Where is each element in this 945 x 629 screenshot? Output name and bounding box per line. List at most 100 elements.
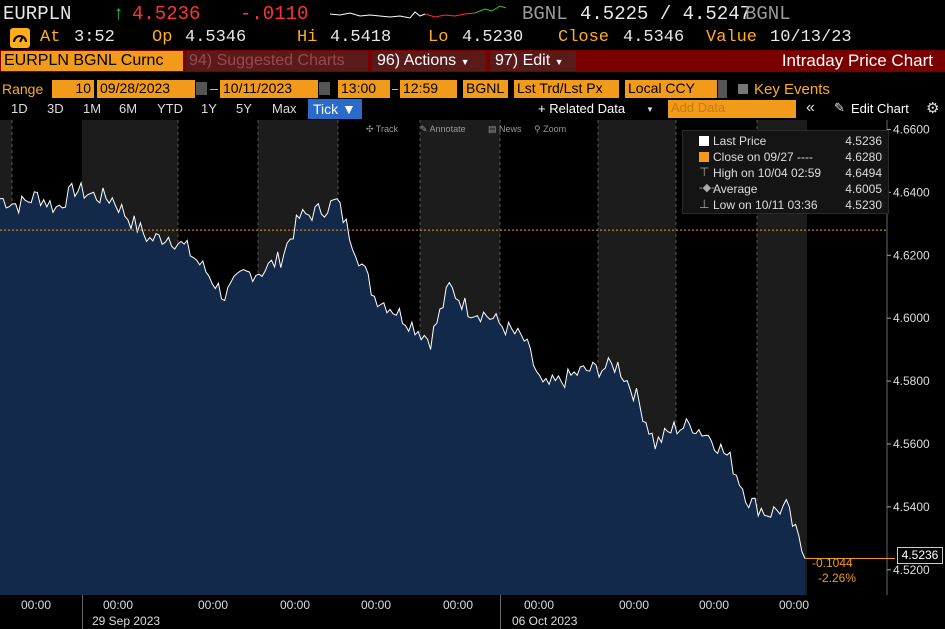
tab-1y[interactable]: 1Y [201, 101, 217, 116]
range-dash [392, 89, 398, 90]
currency-select[interactable]: Local CCY [625, 80, 717, 98]
edit-label: 97) Edit [495, 52, 551, 69]
legend-item[interactable]: Close on 09/27 ---- 4.6280 [683, 149, 888, 165]
y-tick-label: 4.5200 [893, 563, 930, 577]
legend-label: High on 10/04 02:59 [713, 166, 822, 180]
field-select[interactable]: Lst Trd/Lst Px [514, 80, 619, 98]
add-data-input[interactable]: Add Data [668, 100, 796, 118]
actions-menu[interactable]: 96) Actions ▼ [372, 51, 486, 71]
edit-menu[interactable]: 97) Edit ▼ [490, 51, 576, 71]
tool-track[interactable]: ✣ Track [366, 124, 399, 134]
tool-news[interactable]: ▤ News [488, 124, 522, 134]
x-date-label: 29 Sep 2023 [92, 614, 161, 628]
suggested-charts-button[interactable]: 94) Suggested Charts [186, 51, 368, 71]
x-tick-label: 00:00 [361, 598, 392, 612]
legend-label: Low on 10/11 03:36 [713, 198, 818, 212]
price-up-arrow-icon: ↑ [113, 3, 125, 25]
x-tick-label: 00:00 [198, 598, 229, 612]
range-label: Range [2, 81, 44, 97]
tab-ytd[interactable]: YTD [157, 101, 183, 116]
bid-ask: 4.5225 / 4.5247 [580, 3, 752, 25]
legend-item[interactable]: -◆- Average 4.6005 [683, 181, 888, 197]
at-label: At [40, 28, 61, 47]
day-divider [500, 595, 501, 629]
end-time-input[interactable]: 12:59 [400, 80, 457, 98]
high-label: Hi [297, 28, 318, 47]
low-label: Lo [428, 28, 449, 47]
legend-item[interactable]: ⊥ Low on 10/11 03:36 4.5230 [683, 197, 888, 213]
open-value: 4.5346 [185, 28, 247, 47]
chart-area[interactable]: 4.6600 4.6400 4.6200 4.6000 4.5800 4.5600 4.54… [0, 120, 945, 595]
y-tick-label: 4.5800 [893, 374, 930, 388]
price-chart[interactable]: 4.6600 4.6400 4.6200 4.6000 4.5800 4.5600 4.54… [0, 120, 945, 595]
y-tick-label: 4.5400 [893, 500, 930, 514]
tab-max[interactable]: Max [272, 101, 297, 116]
start-date-input[interactable]: 09/28/2023 [97, 80, 195, 98]
legend-label: Close on 09/27 ---- [713, 150, 814, 164]
y-tick-label: 4.6600 [893, 122, 930, 136]
price-area-fill [0, 182, 805, 595]
tab-1d[interactable]: 1D [11, 101, 28, 116]
tool-zoom[interactable]: ⚲ Zoom [534, 124, 566, 134]
caret-down-icon: ▼ [554, 57, 564, 67]
y-tick-label: 4.6200 [893, 248, 930, 262]
ticker-symbol[interactable]: EURPLN [3, 3, 72, 25]
legend-label: Average [713, 182, 758, 196]
calendar-icon[interactable] [319, 82, 330, 95]
range-bar: Range 10 09/28/2023 10/11/2023 13:00 12:… [0, 79, 945, 99]
day-divider [82, 595, 83, 629]
collapse-chevron-icon[interactable]: « [806, 99, 815, 116]
dropdown-arrow-icon[interactable] [718, 80, 727, 98]
x-tick-label: 00:00 [280, 598, 311, 612]
x-tick-label: 00:00 [21, 598, 52, 612]
tab-tick[interactable]: Tick ▼ [308, 99, 362, 119]
change-abs: -0.1044 [812, 556, 853, 570]
x-tick-label: 00:00 [779, 598, 810, 612]
close-value: 4.5346 [623, 28, 685, 47]
tab-3d[interactable]: 3D [47, 101, 64, 116]
y-tick-label: 4.6400 [893, 185, 930, 199]
pricing-source-2: BGNL [745, 3, 791, 25]
gauge-icon[interactable] [10, 28, 30, 48]
related-data-menu[interactable]: + Related Data [538, 101, 626, 116]
source-input[interactable]: BGNL [463, 80, 508, 98]
ohlc-bar: At 3:52 Op 4.5346 Hi 4.5418 Lo 4.5230 Cl… [0, 28, 945, 50]
start-time-input[interactable]: 13:00 [338, 80, 390, 98]
value-label: Value [706, 28, 758, 47]
x-tick-label: 00:00 [443, 598, 474, 612]
last-price: 4.5236 [132, 3, 201, 25]
end-date-input[interactable]: 10/11/2023 [220, 80, 318, 98]
net-change: -.0110 [240, 3, 309, 25]
legend-value: 4.6005 [845, 182, 882, 196]
legend-item[interactable]: Last Price 4.5236 [683, 133, 888, 149]
pricing-source: BGNL [522, 3, 568, 25]
x-tick-label: 00:00 [524, 598, 555, 612]
key-events-label: Key Events [754, 81, 830, 98]
tab-1m[interactable]: 1M [83, 101, 102, 116]
last-price-swatch [699, 136, 709, 146]
last-price-tag: 4.5236 [897, 547, 943, 564]
legend-value: 4.6494 [845, 166, 882, 180]
high-marker-icon: ⊤ [699, 165, 710, 179]
y-tick-label: 4.5600 [893, 437, 930, 451]
tab-5y[interactable]: 5Y [236, 101, 252, 116]
gear-icon[interactable]: ⚙ [926, 100, 940, 117]
function-title: Intraday Price Chart [781, 51, 933, 70]
average-marker-icon: -◆- [699, 182, 715, 194]
low-marker-icon: ⊥ [699, 197, 710, 211]
calendar-icon[interactable] [196, 82, 207, 95]
y-tick-label: 4.6000 [893, 311, 930, 325]
chart-legend[interactable]: Last Price 4.5236 Close on 09/27 ---- 4.… [682, 130, 889, 214]
key-events-checkbox[interactable] [738, 84, 748, 94]
security-input[interactable]: EURPLN BGNL Curnc [1, 51, 183, 71]
tab-6m[interactable]: 6M [119, 101, 138, 116]
edit-chart-button[interactable]: Edit Chart [851, 101, 909, 116]
period-input[interactable]: 10 [52, 80, 94, 98]
quote-header: EURPLN ↑ 4.5236 -.0110 BGNL 4.5225 / 4.5… [0, 0, 945, 28]
tool-annotate[interactable]: ✎ Annotate [420, 124, 466, 134]
quote-time: 3:52 [74, 28, 115, 47]
legend-item[interactable]: ⊤ High on 10/04 02:59 4.6494 [683, 165, 888, 181]
legend-label: Last Price [713, 134, 767, 148]
close-swatch [699, 152, 709, 162]
mini-sparkline-icon [330, 5, 507, 19]
